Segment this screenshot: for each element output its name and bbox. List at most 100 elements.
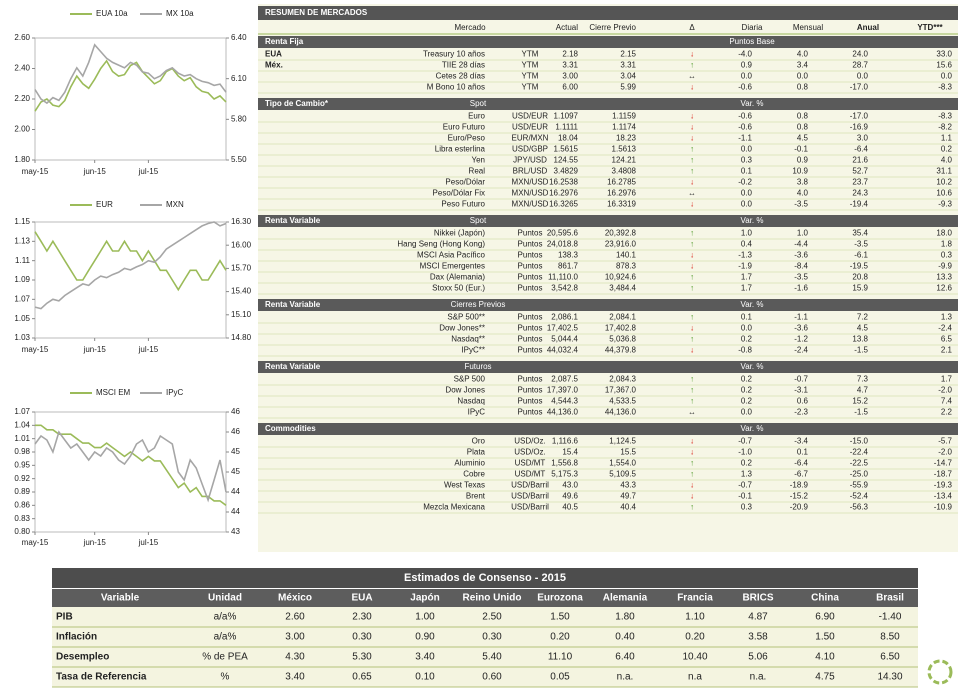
y-tick-label: 2.20	[14, 94, 30, 103]
cell: -6.1	[854, 251, 868, 260]
trend-arrow: ↑	[690, 335, 694, 344]
cell: 20,392.8	[605, 229, 637, 238]
cell: Cetes 28 días	[436, 72, 485, 81]
cell: IPyC	[468, 408, 486, 417]
cell: -4.0	[738, 50, 752, 59]
trend-arrow: ↔	[688, 408, 696, 417]
cell: 0.3	[741, 156, 753, 165]
column-header: Mercado	[454, 23, 486, 32]
section-bar	[258, 215, 958, 227]
section-bar	[258, 98, 958, 110]
cell: M Bono 10 años	[427, 83, 485, 92]
cell: USD/MT	[515, 459, 546, 468]
cell: 15.5	[620, 448, 636, 457]
column-header: Anual	[857, 23, 879, 32]
series-line	[34, 231, 227, 292]
consensus-cell: 1.50	[550, 612, 570, 623]
consensus-cell: a/a%	[214, 632, 237, 643]
legend-label: EUA 10a	[96, 9, 128, 18]
consensus-cell: % de PEA	[202, 652, 248, 663]
x-tick-label: jun-15	[83, 167, 107, 176]
cell: -0.6	[738, 83, 752, 92]
x-tick-label: may-15	[22, 538, 49, 547]
cell: 10.6	[936, 189, 952, 198]
trend-arrow: ↓	[690, 83, 694, 92]
y-tick-label: 0.89	[14, 487, 30, 496]
column-header: Cierre Previo	[589, 23, 636, 32]
cell: USD/MT	[515, 470, 546, 479]
cell: Euro Futuro	[443, 123, 486, 132]
cell: 4,533.5	[609, 397, 636, 406]
cell: 4.0	[941, 156, 953, 165]
trend-arrow: ↑	[690, 156, 694, 165]
cell: Treasury 10 años	[423, 50, 485, 59]
consensus-cell: 14.30	[877, 672, 902, 683]
y-tick-label: 2.60	[14, 33, 30, 42]
cell: 10.9	[792, 167, 808, 176]
cell: 0.2	[741, 375, 753, 384]
section-title: Tipo de Cambio*	[265, 99, 329, 108]
y2-tick-label: 16.30	[231, 217, 252, 226]
y2-tick-label: 5.80	[231, 114, 247, 123]
cell: 28.7	[852, 61, 868, 70]
cell: 5,044.4	[551, 335, 578, 344]
cell: USD/EUR	[512, 123, 548, 132]
y-tick-label: 0.95	[14, 460, 30, 469]
cell: -8.3	[938, 83, 952, 92]
cell: 4.5	[797, 134, 809, 143]
consensus-cell: n.a.	[617, 672, 634, 683]
trend-arrow: ↑	[690, 386, 694, 395]
cell: 33.0	[936, 50, 952, 59]
consensus-header: Variable	[101, 593, 140, 604]
consensus-header: Eurozona	[537, 593, 583, 604]
cell: Cobre	[463, 470, 485, 479]
cell: 0.2	[741, 459, 753, 468]
cell: -0.6	[738, 123, 752, 132]
y-tick-label: 1.03	[14, 333, 30, 342]
consensus-cell: 0.20	[685, 632, 705, 643]
x-tick-label: jul-15	[138, 538, 159, 547]
cell: Dow Jones**	[439, 324, 485, 333]
section-title: Renta Variable	[265, 300, 321, 309]
cell: 13.8	[852, 335, 868, 344]
cell: Puntos	[518, 346, 543, 355]
cell: 1.1097	[554, 112, 579, 121]
y-tick-label: 1.13	[14, 236, 30, 245]
cell: 0.0	[741, 408, 753, 417]
section-unit: Puntos Base	[729, 37, 775, 46]
y-tick-label: 0.83	[14, 514, 30, 523]
cell: -20.9	[790, 503, 809, 512]
cell: 0.0	[857, 72, 869, 81]
cell: 4.7	[857, 386, 869, 395]
cell: 3.04	[620, 72, 636, 81]
cell: -0.7	[738, 481, 752, 490]
consensus-header: Japón	[410, 593, 439, 604]
cell: -1.2	[794, 335, 808, 344]
cell: 12.6	[936, 284, 952, 293]
cell: 3,484.4	[609, 284, 636, 293]
cell: -3.5	[794, 273, 808, 282]
legend-label: MX 10a	[166, 9, 194, 18]
y2-tick-label: 45	[231, 467, 240, 476]
cell: 35.4	[852, 229, 868, 238]
cell: MXN/USD	[512, 178, 549, 187]
y2-tick-label: 45	[231, 447, 240, 456]
y-tick-label: 0.92	[14, 474, 30, 483]
cell: 43.3	[620, 481, 636, 490]
cell: 15.4	[562, 448, 578, 457]
cell: 5,175.3	[551, 470, 578, 479]
cell: -9.9	[938, 262, 952, 271]
consensus-cell: 3.40	[415, 652, 435, 663]
section-subtitle: Cierres Previos	[451, 300, 506, 309]
cell: 1.8	[941, 240, 953, 249]
cell: -2.0	[938, 448, 952, 457]
trend-arrow: ↓	[690, 481, 694, 490]
cell: 7.3	[857, 375, 869, 384]
cell: -0.7	[794, 375, 808, 384]
consensus-cell: 0.20	[550, 632, 570, 643]
cell: 4,544.3	[551, 397, 578, 406]
consensus-cell: 4.87	[748, 612, 768, 623]
consensus-cell: 6.90	[815, 612, 835, 623]
cell: -55.9	[850, 481, 869, 490]
